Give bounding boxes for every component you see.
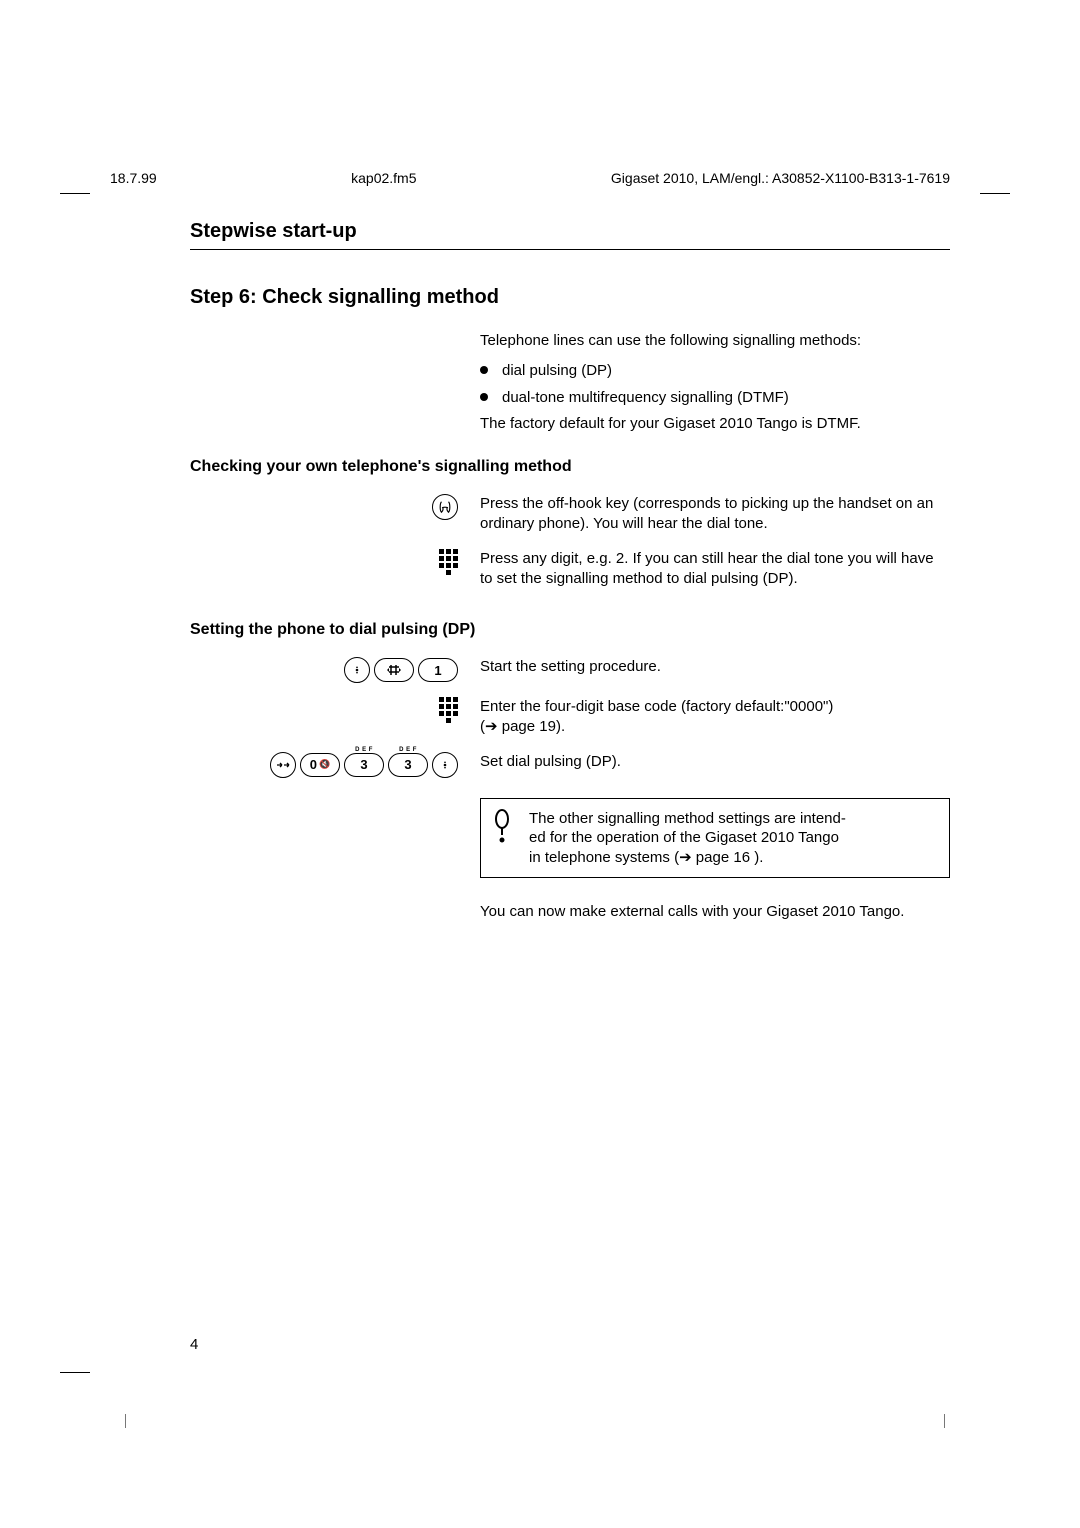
instruction-row: Press any digit, e.g. 2. If you can stil… [190,549,950,590]
bullet-icon [480,393,488,401]
hash-key-icon [374,658,414,682]
menu-key-icon [344,657,370,683]
header-file: kap02.fm5 [351,170,416,186]
section-title: Stepwise start-up [190,220,950,243]
digit-0-label: 0 [310,757,317,772]
crop-tick [125,1414,126,1428]
instruction-row: Press the off-hook key (corresponds to p… [190,494,950,535]
instruction-text-a: Enter the four-digit base code (factory … [480,698,833,715]
crop-mark [60,1343,90,1373]
instruction-row: 1 Start the setting procedure. [190,657,950,683]
crop-mark [60,193,90,223]
section-rule [190,249,950,250]
key-letters: D E F [399,747,417,753]
bullet-text: dual-tone multifrequency signalling (DTM… [502,388,789,408]
instruction-row: 0🔇 D E F 3 D E F 3 Set dial pulsing (DP)… [190,752,950,778]
offhook-key-icon [432,494,458,520]
digit-1-key: 1 [418,658,458,682]
instruction-text: Enter the four-digit base code (factory … [480,697,950,738]
intro-line: Telephone lines can use the following si… [480,331,950,351]
subsection-heading: Setting the phone to dial pulsing (DP) [190,621,950,639]
subsection-heading: Checking your own telephone's signalling… [190,458,950,476]
instruction-text: Start the setting procedure. [480,657,950,677]
closing-text: You can now make external calls with you… [480,902,950,922]
note-text: The other signalling method settings are… [529,809,846,868]
note-line: in telephone systems (➔ page 16 ). [529,849,763,866]
digit-0-key: 0🔇 [300,753,340,777]
digit-3-label: 3 [404,757,411,772]
page-number: 4 [190,1336,198,1353]
step-title: Step 6: Check signalling method [190,286,950,309]
bullet-item: dial pulsing (DP) [480,361,950,381]
crop-mark [980,193,1010,223]
instruction-row: Enter the four-digit base code (factory … [190,697,950,738]
instruction-text-b: (➔ page 19). [480,718,565,735]
header-doc: Gigaset 2010, LAM/engl.: A30852-X1100-B3… [611,170,950,186]
running-header: 18.7.99 kap02.fm5 Gigaset 2010, LAM/engl… [110,170,950,186]
attention-icon [493,809,511,868]
note-box: The other signalling method settings are… [480,798,950,879]
bullet-item: dual-tone multifrequency signalling (DTM… [480,388,950,408]
instruction-text: Set dial pulsing (DP). [480,752,950,772]
key-letters: D E F [355,747,373,753]
keypad-icon [439,549,458,575]
intro-line: The factory default for your Gigaset 201… [480,414,950,434]
menu-key-icon [432,752,458,778]
header-date: 18.7.99 [110,170,157,186]
note-line: ed for the operation of the Gigaset 2010… [529,829,839,846]
bullet-text: dial pulsing (DP) [502,361,612,381]
intro-block: Telephone lines can use the following si… [480,331,950,434]
instruction-text: Press any digit, e.g. 2. If you can stil… [480,549,950,590]
digit-3-label: 3 [360,757,367,772]
mute-icon: 🔇 [319,759,330,770]
digit-3-key: D E F 3 [344,753,384,777]
bullet-icon [480,366,488,374]
crop-tick [944,1414,945,1428]
digit-3-key: D E F 3 [388,753,428,777]
redial-key-icon [270,752,296,778]
keypad-icon [439,697,458,723]
instruction-text: Press the off-hook key (corresponds to p… [480,494,950,535]
note-line: The other signalling method settings are… [529,810,846,827]
